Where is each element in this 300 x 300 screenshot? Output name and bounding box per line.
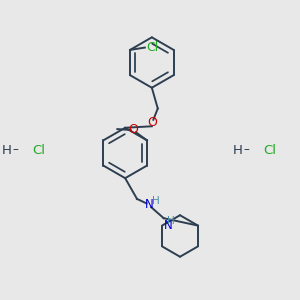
Text: –: – (244, 143, 250, 157)
Text: H: H (2, 143, 11, 157)
Text: O: O (129, 124, 139, 136)
Text: Cl: Cl (146, 41, 159, 54)
Text: Cl: Cl (263, 143, 276, 157)
Text: O: O (147, 116, 157, 129)
Text: N: N (145, 198, 153, 212)
Text: H: H (152, 196, 160, 206)
Text: H: H (167, 216, 175, 226)
Text: Cl: Cl (32, 143, 45, 157)
Text: N: N (164, 219, 172, 232)
Text: –: – (13, 143, 18, 157)
Text: H: H (233, 143, 243, 157)
